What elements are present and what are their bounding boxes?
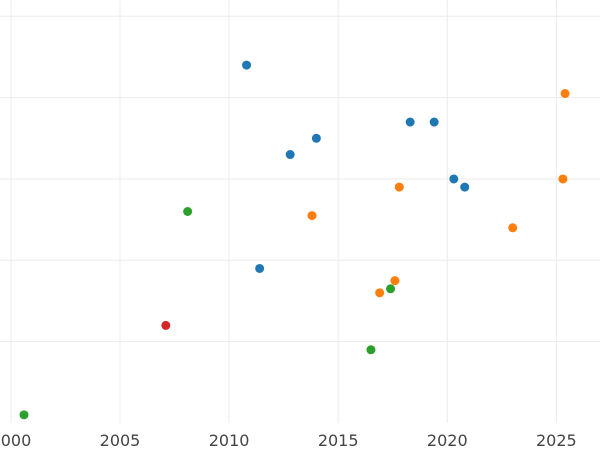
y-gridlines xyxy=(0,15,600,343)
data-point xyxy=(394,182,404,192)
data-point xyxy=(449,174,459,184)
data-point xyxy=(307,211,317,221)
data-point xyxy=(242,60,252,70)
data-point xyxy=(311,133,321,143)
x-tick-label: 2005 xyxy=(100,431,141,450)
data-point xyxy=(390,276,400,286)
x-tick-label: 2010 xyxy=(209,431,250,450)
x-tick-label: 2000 xyxy=(0,431,31,450)
data-point xyxy=(386,284,396,294)
data-point xyxy=(183,207,193,216)
data-point xyxy=(429,117,439,127)
data-point xyxy=(366,345,376,355)
x-tick-label: 2025 xyxy=(536,431,577,450)
data-point xyxy=(560,89,570,99)
x-tick-label: 2015 xyxy=(318,431,359,450)
data-point xyxy=(375,288,385,298)
data-point xyxy=(508,223,518,233)
data-points xyxy=(19,60,570,420)
x-tick-labels: 2000 2005 2010 2015 2020 2025 xyxy=(0,431,577,450)
data-point xyxy=(255,263,265,273)
x-gridlines xyxy=(10,0,557,423)
data-point xyxy=(460,182,470,192)
data-point xyxy=(285,150,295,160)
data-point xyxy=(161,320,171,330)
data-point xyxy=(405,117,415,127)
data-point xyxy=(19,410,29,420)
x-tick-label: 2020 xyxy=(427,431,468,450)
data-point xyxy=(558,174,568,184)
